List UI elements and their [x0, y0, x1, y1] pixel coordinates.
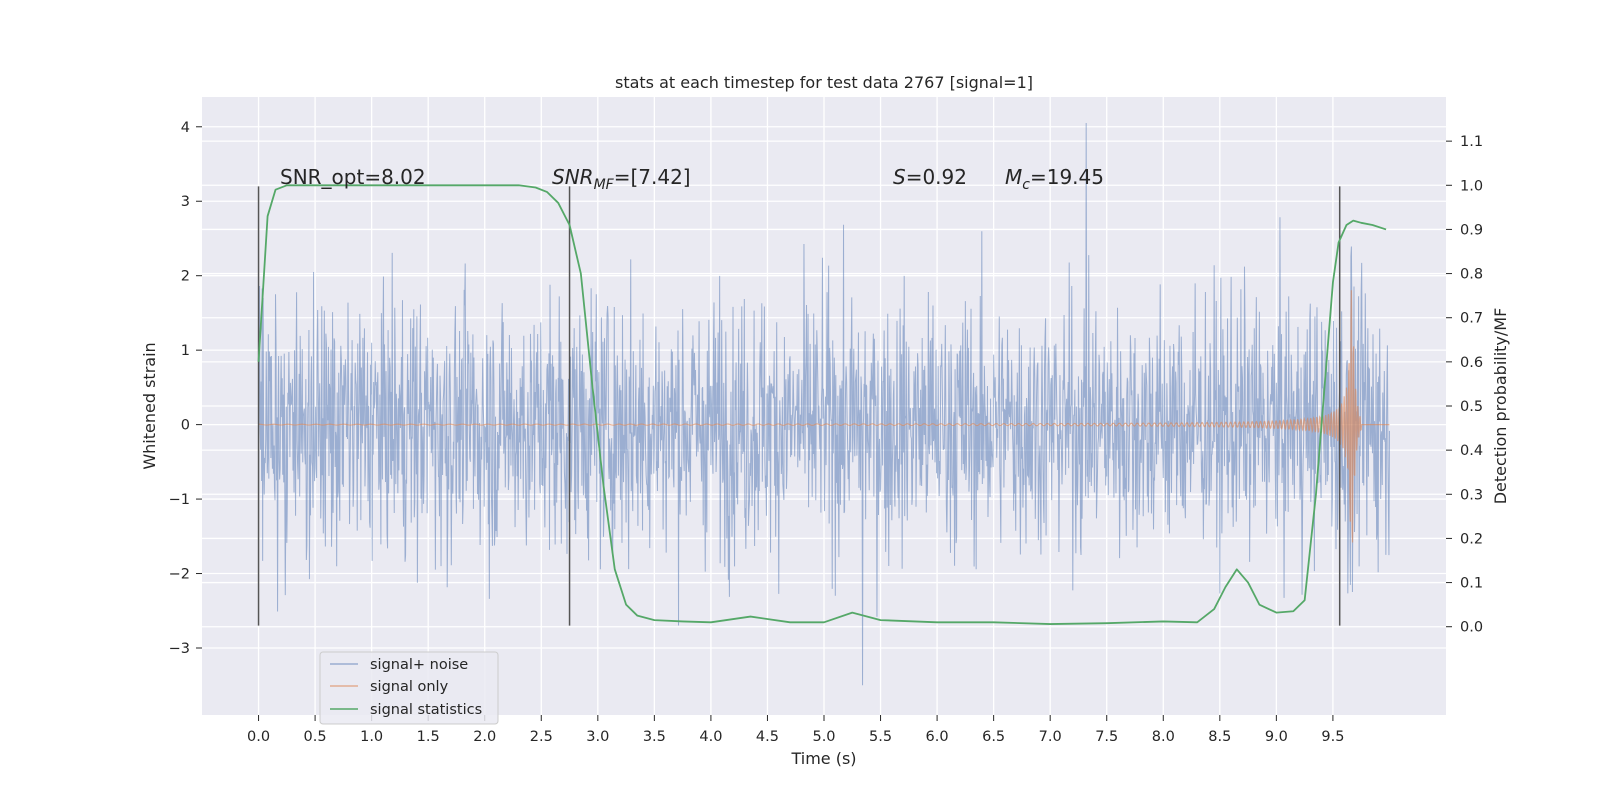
y-tick-label: −2 [169, 567, 190, 583]
y-right-tick-label: 0.3 [1460, 487, 1483, 503]
x-tick-label: 3.0 [586, 729, 609, 745]
y-axis-label-right: Detection probability/MF [1491, 308, 1510, 505]
x-tick-label: 0.5 [304, 729, 327, 745]
annotation-snr-mf: SNRMF=[7.42] [552, 165, 691, 193]
signal-only-line [258, 290, 1390, 543]
x-tick-label: 9.0 [1265, 729, 1288, 745]
legend-label-signal-statistics: signal statistics [370, 702, 482, 718]
annotation-mc-value: =19.45 [1030, 165, 1104, 189]
legend: signal+ noise signal only signal statist… [319, 651, 499, 725]
annotation-s-value: =0.92 [906, 165, 967, 189]
x-tick-label: 1.0 [360, 729, 383, 745]
y-axis-label: Whitened strain [140, 342, 159, 469]
x-tick-label: 6.5 [982, 729, 1005, 745]
series-signal-noise [258, 123, 1390, 686]
y-right-tick-label: 0.8 [1460, 267, 1483, 283]
ticks: 0.0 0.5 1.0 1.5 2.0 2.5 3.0 3.5 4.0 4.5 5.0 5.5 6.0 6… [169, 120, 1483, 745]
x-tick-label: 0.0 [247, 729, 270, 745]
legend-box [319, 651, 499, 725]
x-tick-label: 7.5 [1095, 729, 1118, 745]
y-right-tick-label: 1.1 [1460, 134, 1483, 150]
y-right-tick-label: 0.2 [1460, 531, 1483, 547]
x-tick-label: 8.0 [1152, 729, 1175, 745]
x-tick-label: 2.5 [530, 729, 553, 745]
x-tick-label: 2.0 [473, 729, 496, 745]
y-right-tick-label: 0.0 [1460, 620, 1483, 636]
signal-noise-line [258, 123, 1390, 686]
y-tick-label: 3 [181, 194, 190, 210]
y-right-tick-label: 1.0 [1460, 178, 1483, 194]
x-tick-label: 5.5 [869, 729, 892, 745]
annotation-mc-symbol: M [1005, 165, 1022, 189]
series-signal-only [258, 290, 1390, 543]
y-tick-label: 4 [181, 120, 190, 136]
legend-label-signal-noise: signal+ noise [370, 657, 468, 673]
annotation-snr-mf-value: =[7.42] [614, 165, 691, 189]
y-tick-label: 2 [181, 269, 190, 285]
y-right-tick-label: 0.9 [1460, 222, 1483, 238]
annotation-snr-mf-subscript: MF [594, 177, 615, 193]
y-tick-label: 1 [181, 343, 190, 359]
x-tick-label: 1.5 [417, 729, 440, 745]
y-right-tick-label: 0.1 [1460, 576, 1483, 592]
legend-label-signal-only: signal only [370, 679, 449, 695]
signal-statistics-line [257, 184, 1387, 625]
x-tick-label: 4.5 [756, 729, 779, 745]
chart-title: stats at each timestep for test data 276… [615, 73, 1033, 92]
y-right-tick-label: 0.7 [1460, 311, 1483, 327]
y-tick-label: 0 [181, 418, 190, 434]
x-tick-label: 5.0 [812, 729, 835, 745]
y-right-tick-label: 0.5 [1460, 399, 1483, 415]
x-tick-label: 3.5 [643, 729, 666, 745]
x-tick-label: 7.0 [1039, 729, 1062, 745]
y-tick-label: −1 [169, 492, 190, 508]
y-tick-label: −3 [169, 641, 190, 657]
x-axis-label: Time (s) [790, 749, 856, 768]
x-tick-label: 8.5 [1208, 729, 1231, 745]
annotation-mc: Mc=19.45 [1005, 165, 1104, 193]
vertical-lines [257, 186, 1341, 626]
annotation-snr-opt: SNR_opt=8.02 [280, 165, 426, 189]
x-tick-label: 4.0 [699, 729, 722, 745]
x-tick-label: 6.0 [926, 729, 949, 745]
y-right-tick-label: 0.4 [1460, 443, 1483, 459]
annotation-s: S=0.92 [893, 165, 967, 189]
y-right-tick-label: 0.6 [1460, 355, 1483, 371]
x-tick-label: 9.5 [1321, 729, 1344, 745]
annotation-mc-subscript: c [1022, 177, 1030, 193]
annotation-s-symbol: S [893, 165, 906, 189]
annotation-snr-mf-symbol: SNR [552, 165, 594, 189]
series-signal-statistics [257, 184, 1387, 625]
